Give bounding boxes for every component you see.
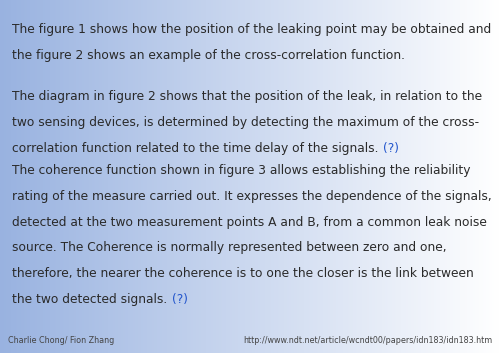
Text: detected at the two measurement points A and B, from a common leak noise: detected at the two measurement points A… [12,216,488,229]
Text: http://www.ndt.net/article/wcndt00/papers/idn183/idn183.htm: http://www.ndt.net/article/wcndt00/paper… [243,336,492,345]
Text: (?): (?) [383,142,399,155]
Text: The coherence function shown in figure 3 allows establishing the reliability: The coherence function shown in figure 3… [12,164,471,177]
Text: therefore, the nearer the coherence is to one the closer is the link between: therefore, the nearer the coherence is t… [12,267,474,280]
Text: rating of the measure carried out. It expresses the dependence of the signals,: rating of the measure carried out. It ex… [12,190,492,203]
Text: (?): (?) [172,293,188,306]
Text: two sensing devices, is determined by detecting the maximum of the cross-: two sensing devices, is determined by de… [12,116,479,129]
Text: The diagram in figure 2 shows that the position of the leak, in relation to the: The diagram in figure 2 shows that the p… [12,90,482,103]
Text: the two detected signals.: the two detected signals. [12,293,172,306]
Text: The figure 1 shows how the position of the leaking point may be obtained and: The figure 1 shows how the position of t… [12,23,492,36]
Text: the figure 2 shows an example of the cross-correlation function.: the figure 2 shows an example of the cro… [12,49,406,62]
Text: source. The Coherence is normally represented between zero and one,: source. The Coherence is normally repres… [12,241,447,255]
Text: correlation function related to the time delay of the signals.: correlation function related to the time… [12,142,383,155]
Text: Charlie Chong/ Fion Zhang: Charlie Chong/ Fion Zhang [8,336,114,345]
